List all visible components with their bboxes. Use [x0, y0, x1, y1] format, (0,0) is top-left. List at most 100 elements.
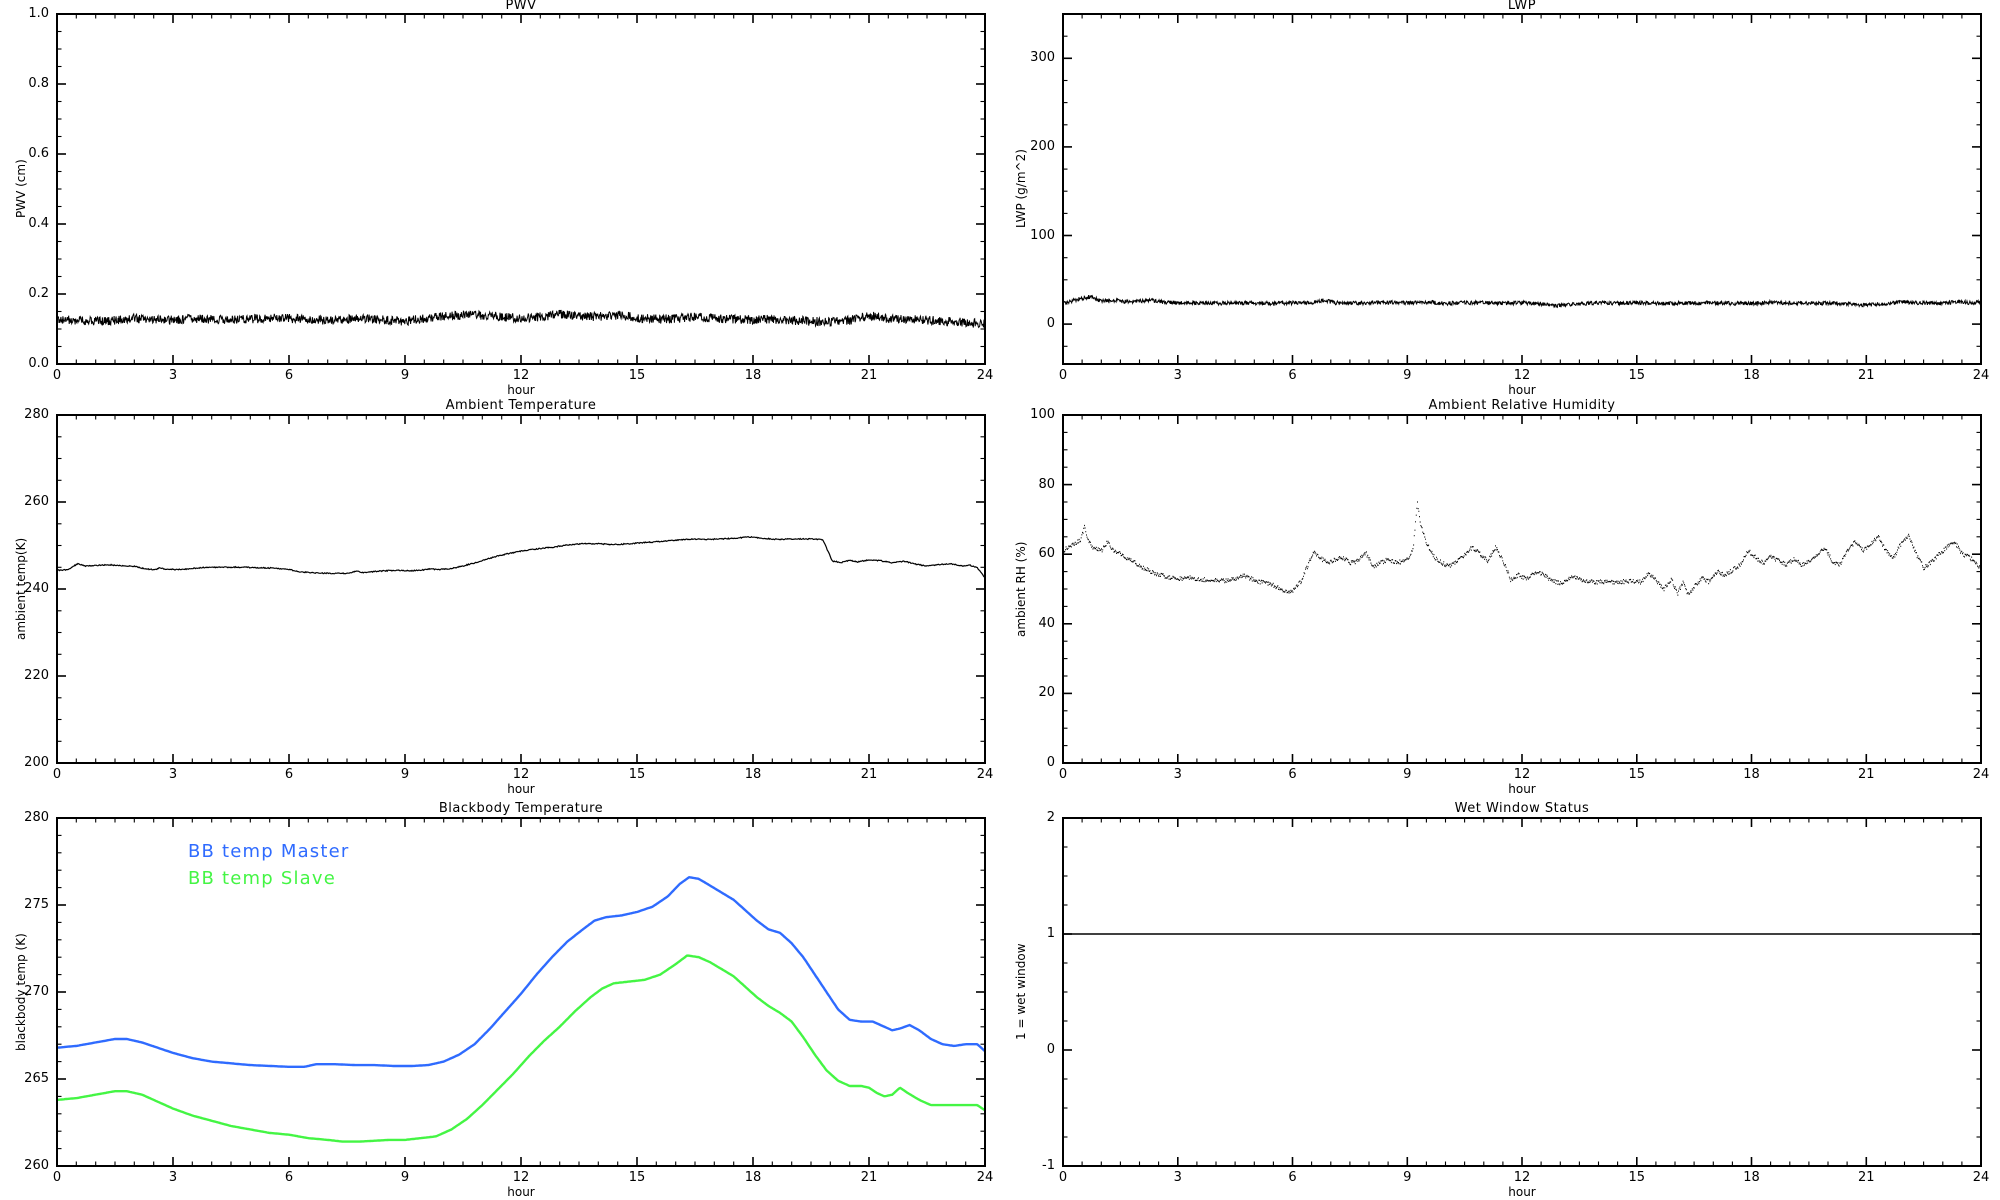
y-tick-label: 0 — [1046, 316, 1055, 332]
lwp-axes — [1062, 13, 1982, 365]
wet-window-status-plot-canvas — [1062, 817, 1982, 1167]
panel-ambient-relative-humidity: Ambient Relative Humidity ambient RH (%)… — [1000, 395, 2000, 796]
y-tick-label: 0.6 — [28, 146, 49, 161]
x-tick-label: 6 — [284, 1170, 294, 1185]
x-tick-label: 9 — [1403, 1170, 1412, 1185]
blackbody-temperature-series-group — [57, 875, 985, 1143]
x-tick-label: 18 — [744, 767, 762, 782]
x-tick-label: 12 — [512, 767, 530, 782]
y-tick-label: 60 — [1038, 546, 1055, 562]
y-tick-label: 0.2 — [28, 286, 49, 301]
x-tick-label: 15 — [628, 368, 646, 383]
y-tick-label: 300 — [1030, 50, 1055, 66]
y-tick-label: 240 — [24, 581, 49, 596]
x-tick-label: 9 — [400, 368, 410, 383]
x-axis-title: hour — [1508, 383, 1536, 397]
x-tick-label: 21 — [1857, 368, 1875, 383]
y-tick-label: 200 — [24, 755, 49, 770]
y-tick-label: 0.0 — [28, 356, 49, 371]
y-tick-label: 2 — [1046, 810, 1055, 825]
x-axis-title: hour — [507, 1185, 535, 1199]
y-tick-label: 1 — [1046, 926, 1055, 941]
x-tick-label: 9 — [1403, 767, 1412, 782]
x-tick-label: 24 — [976, 1170, 994, 1185]
x-tick-label: 3 — [168, 368, 178, 383]
y-tick-label: 265 — [24, 1071, 49, 1086]
x-tick-label: 21 — [1857, 1170, 1875, 1185]
x-tick-label: 0 — [1058, 1170, 1068, 1185]
chart-title: Blackbody Temperature — [438, 801, 604, 816]
x-tick-label: 12 — [512, 368, 530, 383]
x-tick-label: 6 — [1288, 1170, 1297, 1185]
x-axis-title: hour — [1508, 1185, 1536, 1199]
x-tick-label: 21 — [860, 1170, 878, 1185]
y-tick-label: 1.0 — [28, 6, 49, 21]
legend: BB temp Master BB temp Slave — [188, 838, 350, 892]
x-tick-label: 0 — [1058, 767, 1068, 782]
x-axis-title: hour — [507, 782, 535, 796]
y-tick-label: 275 — [24, 897, 49, 912]
x-tick-label: 3 — [168, 1170, 178, 1185]
x-tick-label: 3 — [1173, 1170, 1182, 1185]
x-tick-label: 24 — [1972, 368, 1990, 383]
x-tick-label: 9 — [400, 767, 410, 782]
ambient-temperature-series-group — [57, 535, 985, 579]
panel-pwv: PWV PWV (cm) hour 0 3 6 9 12 15 18 21 24 0.0 0.2 0.… — [0, 0, 1000, 397]
ambient-relative-humidity-plot-canvas — [1062, 414, 1982, 764]
panel-lwp: LWP LWP (g/m^2) hour 0 3 6 9 12 15 18 21 24 0 100 2… — [1000, 0, 2000, 397]
blackbody-temperature-plot-canvas — [56, 817, 986, 1167]
chart-title: Ambient Temperature — [445, 398, 597, 413]
ambient-temperature-axes — [56, 414, 986, 764]
blackbody-temperature-series-1 — [57, 954, 985, 1143]
ambient-relative-humidity-series-0 — [1063, 501, 1981, 596]
x-tick-label: 12 — [1513, 1170, 1531, 1185]
y-tick-label: 20 — [1038, 685, 1055, 701]
x-tick-label: 15 — [1628, 767, 1646, 782]
y-tick-label: 40 — [1038, 615, 1055, 631]
y-tick-label: -1 — [1042, 1158, 1055, 1173]
panel-ambient-temperature: Ambient Temperature ambient temp(K) hour… — [0, 395, 1000, 796]
y-tick-label: 0 — [1046, 755, 1055, 770]
y-tick-label: 260 — [24, 494, 49, 509]
x-tick-label: 0 — [52, 767, 62, 782]
x-tick-label: 21 — [860, 368, 878, 383]
chart-title: LWP — [1507, 0, 1537, 13]
x-tick-label: 15 — [1628, 368, 1646, 383]
y-tick-label: 0 — [1046, 1042, 1055, 1057]
x-tick-label: 12 — [512, 1170, 530, 1185]
y-tick-label: 100 — [1030, 407, 1055, 422]
blackbody-temperature-series-0 — [57, 875, 985, 1068]
x-tick-label: 18 — [744, 368, 762, 383]
x-tick-label: 6 — [1288, 368, 1297, 383]
y-tick-label: 280 — [24, 407, 49, 422]
x-tick-label: 0 — [52, 368, 62, 383]
x-tick-label: 18 — [1743, 767, 1760, 782]
x-tick-label: 6 — [284, 368, 294, 383]
lwp-plot-canvas — [1062, 13, 1982, 365]
chart-title: Wet Window Status — [1454, 801, 1590, 816]
legend-item-bb-slave: BB temp Slave — [188, 868, 337, 889]
x-tick-label: 12 — [1513, 767, 1531, 782]
x-tick-label: 12 — [1513, 368, 1531, 383]
x-tick-label: 18 — [1743, 1170, 1760, 1185]
y-tick-label: 100 — [1030, 227, 1055, 243]
x-tick-label: 6 — [1288, 767, 1297, 782]
x-tick-label: 24 — [1972, 767, 1990, 782]
chart-title: Ambient Relative Humidity — [1428, 398, 1616, 413]
pwv-plot-canvas — [56, 13, 986, 365]
x-tick-label: 3 — [1173, 767, 1182, 782]
y-tick-label: 80 — [1038, 476, 1055, 492]
wet-window-status-axes — [1062, 817, 1982, 1167]
x-tick-label: 6 — [284, 767, 294, 782]
x-tick-label: 0 — [1058, 368, 1068, 383]
chart-title: PWV — [505, 0, 537, 13]
x-axis-title: hour — [1508, 782, 1536, 796]
legend-item-bb-master: BB temp Master — [188, 841, 350, 862]
x-tick-label: 15 — [628, 767, 646, 782]
x-tick-label: 15 — [1628, 1170, 1646, 1185]
x-tick-label: 3 — [1173, 368, 1182, 383]
x-tick-label: 24 — [1972, 1170, 1990, 1185]
x-tick-label: 0 — [52, 1170, 62, 1185]
lwp-series-group — [1063, 294, 1981, 309]
